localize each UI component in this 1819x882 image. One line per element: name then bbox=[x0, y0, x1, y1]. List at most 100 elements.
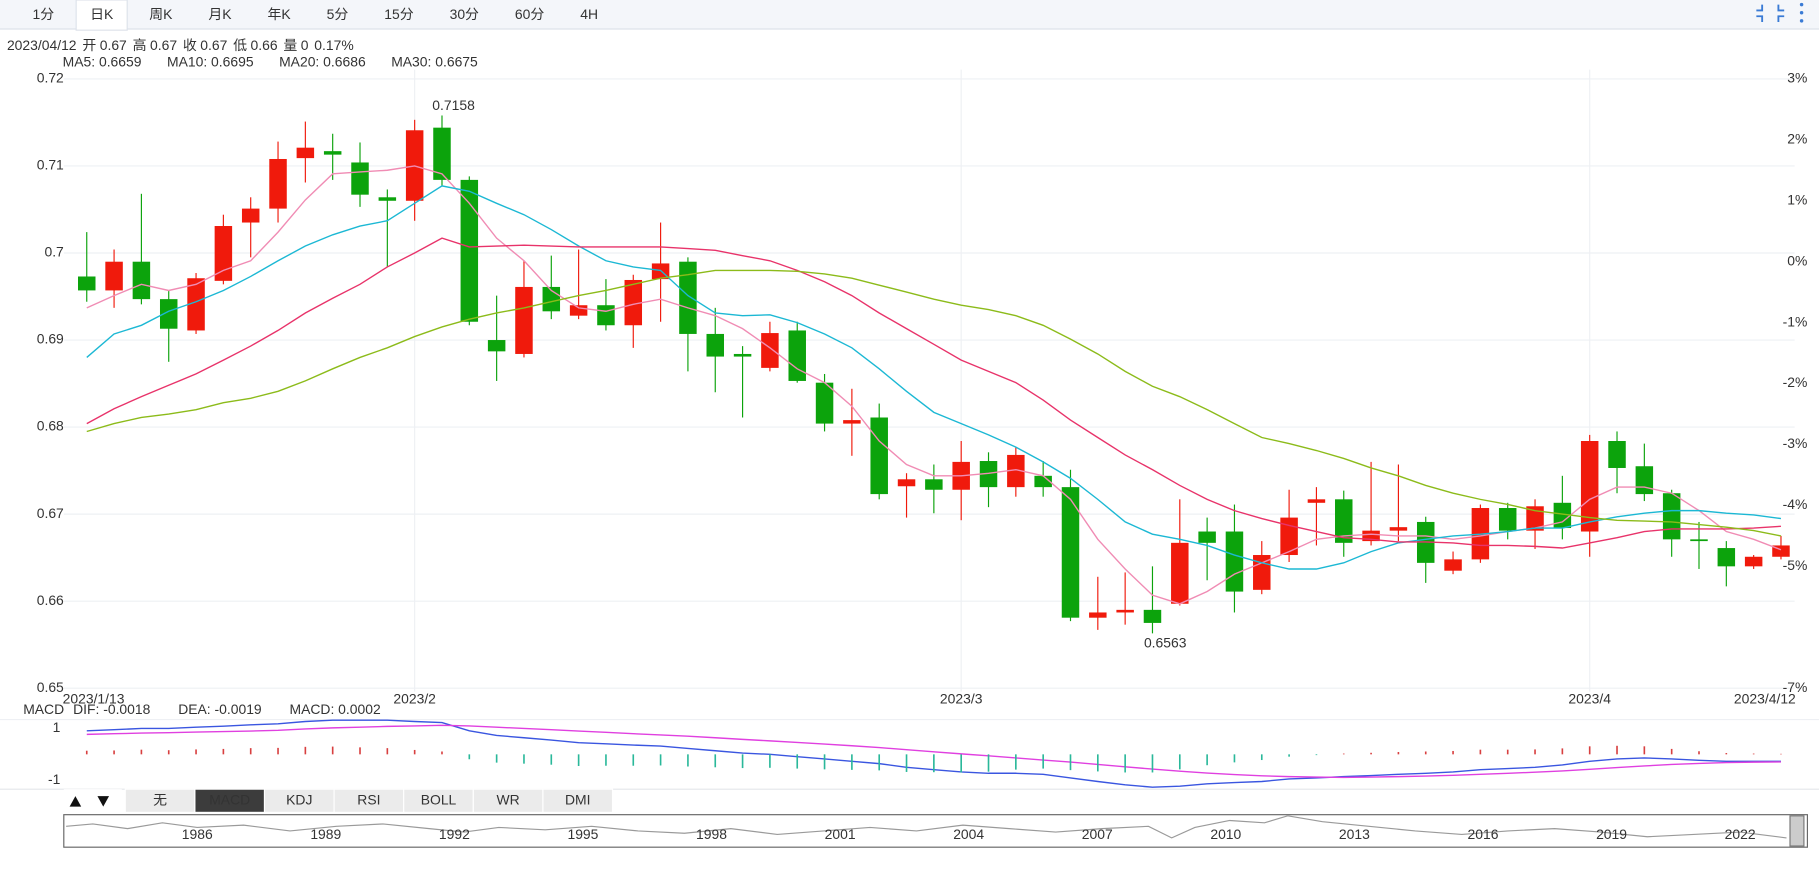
tab[interactable]: 4H bbox=[580, 6, 598, 22]
candle-body bbox=[1225, 531, 1244, 592]
low-annotation: 0.6563 bbox=[1144, 634, 1187, 650]
candle-body bbox=[1389, 527, 1408, 531]
indicator-tab[interactable]: 无 bbox=[124, 788, 196, 813]
navigator-year: 1989 bbox=[310, 826, 341, 842]
macd-bar bbox=[933, 754, 935, 773]
tab[interactable]: 周K bbox=[149, 6, 173, 22]
macd-bar bbox=[386, 748, 389, 755]
y-tick-label: 1 bbox=[53, 719, 61, 735]
candle-body bbox=[1362, 530, 1380, 542]
candle-body bbox=[105, 261, 123, 291]
y2-tick-label: 1% bbox=[1787, 191, 1807, 207]
macd-bar bbox=[605, 754, 607, 766]
macd-bar bbox=[1370, 752, 1372, 755]
tab[interactable]: 15分 bbox=[384, 6, 413, 22]
macd-bar bbox=[1424, 751, 1427, 755]
macd-bar bbox=[905, 754, 908, 772]
tab[interactable]: 60分 bbox=[515, 6, 544, 22]
y-tick-label: -1 bbox=[48, 771, 61, 787]
tab[interactable]: 5分 bbox=[327, 6, 349, 22]
macd-bar bbox=[823, 754, 826, 770]
candle-body bbox=[351, 162, 369, 195]
macd-bar bbox=[195, 749, 197, 755]
info-text: 0.67 bbox=[100, 37, 127, 53]
candle-body bbox=[761, 333, 779, 368]
icon-shape bbox=[1756, 4, 1785, 23]
info-text: 高 bbox=[133, 37, 147, 53]
macd-bar bbox=[1069, 754, 1072, 771]
y2-tick-label: -1% bbox=[1783, 313, 1808, 329]
indicator-tab[interactable]: KDJ bbox=[263, 788, 335, 813]
macd-bar bbox=[331, 746, 334, 755]
indicator-tab[interactable]: RSI bbox=[333, 788, 405, 813]
up-button[interactable] bbox=[69, 796, 82, 807]
navigator-year: 2013 bbox=[1339, 826, 1370, 842]
info-text: 0.67 bbox=[200, 37, 227, 53]
candle-body bbox=[269, 158, 287, 209]
tab[interactable]: 30分 bbox=[450, 6, 479, 22]
candle-body bbox=[1744, 556, 1763, 567]
macd-bar bbox=[85, 750, 88, 755]
tab[interactable]: 月K bbox=[208, 6, 232, 22]
navigator-handle[interactable] bbox=[1789, 815, 1805, 847]
indicator-tab[interactable]: WR bbox=[472, 788, 544, 813]
macd-bar bbox=[249, 748, 252, 755]
indicator-tab-label: MACD bbox=[209, 791, 250, 807]
indicator-tab[interactable]: DMI bbox=[542, 788, 614, 813]
toolbar: 1分 日K 周K 月K 年K 5分 15分 30分 60分 4H bbox=[32, 0, 598, 31]
macd-bar bbox=[851, 754, 853, 770]
macd-bar bbox=[1151, 754, 1154, 773]
indicator-tab[interactable]: BOLL bbox=[403, 788, 474, 813]
y2-tick-label: -7% bbox=[1783, 679, 1808, 695]
indicator-tab-label: KDJ bbox=[286, 791, 312, 807]
tab[interactable]: 日K bbox=[75, 0, 128, 31]
indicator-tab[interactable]: MACD bbox=[194, 788, 266, 813]
info-text: 低 bbox=[233, 37, 247, 53]
macd-bar bbox=[140, 749, 143, 755]
tab-label: 月K bbox=[208, 6, 232, 22]
x-tick-label: 2023/1/13 bbox=[63, 690, 125, 706]
tab-label: 5分 bbox=[327, 6, 349, 22]
indicator-tab-bg bbox=[542, 788, 614, 813]
tab[interactable]: 1分 bbox=[32, 6, 54, 22]
fullscreen-icon[interactable] bbox=[1756, 4, 1785, 23]
y2-tick-label: 0% bbox=[1787, 252, 1807, 268]
candle-body bbox=[706, 333, 724, 357]
macd-bar bbox=[769, 754, 771, 768]
info-text: 开 bbox=[82, 37, 96, 53]
x-tick-label: 2023/3 bbox=[940, 690, 983, 706]
candle-body bbox=[1662, 493, 1681, 540]
candle-body bbox=[569, 305, 588, 316]
down-button[interactable] bbox=[97, 796, 110, 807]
candle-body bbox=[378, 197, 397, 201]
macd-bar bbox=[441, 751, 443, 755]
macd-bar bbox=[523, 754, 525, 764]
candle-body bbox=[1690, 539, 1708, 542]
y-tick-label: 0.66 bbox=[37, 592, 64, 608]
tab[interactable]: 年K bbox=[268, 6, 292, 22]
more-icon[interactable] bbox=[1799, 2, 1804, 23]
y2-tick-label: -2% bbox=[1783, 374, 1808, 390]
macd-bar bbox=[113, 750, 115, 755]
legend-entry: MA30: 0.6675 bbox=[391, 53, 478, 69]
legend-entry: DEA: -0.0019 bbox=[178, 701, 262, 717]
macd-bar bbox=[1670, 748, 1673, 755]
candle-body bbox=[78, 276, 96, 291]
y-tick-label: 0.69 bbox=[37, 331, 64, 347]
indicator-tab-label: WR bbox=[497, 791, 520, 807]
tab-label: 60分 bbox=[515, 6, 544, 22]
macd-bar bbox=[167, 750, 170, 755]
up-arrow bbox=[69, 796, 82, 807]
y2-tick-label: 3% bbox=[1787, 70, 1807, 86]
indicator-tab-label: DMI bbox=[565, 791, 590, 807]
icon-dot bbox=[1799, 19, 1804, 23]
x-tick-label: 2023/4/12 bbox=[1734, 690, 1796, 706]
candle-body bbox=[1498, 508, 1517, 531]
y2-tick-label: -5% bbox=[1783, 557, 1808, 573]
macd-bar bbox=[1233, 754, 1236, 763]
y-tick-label: 0.67 bbox=[37, 505, 64, 521]
macd-bar bbox=[687, 754, 689, 767]
candle-body bbox=[515, 286, 533, 354]
